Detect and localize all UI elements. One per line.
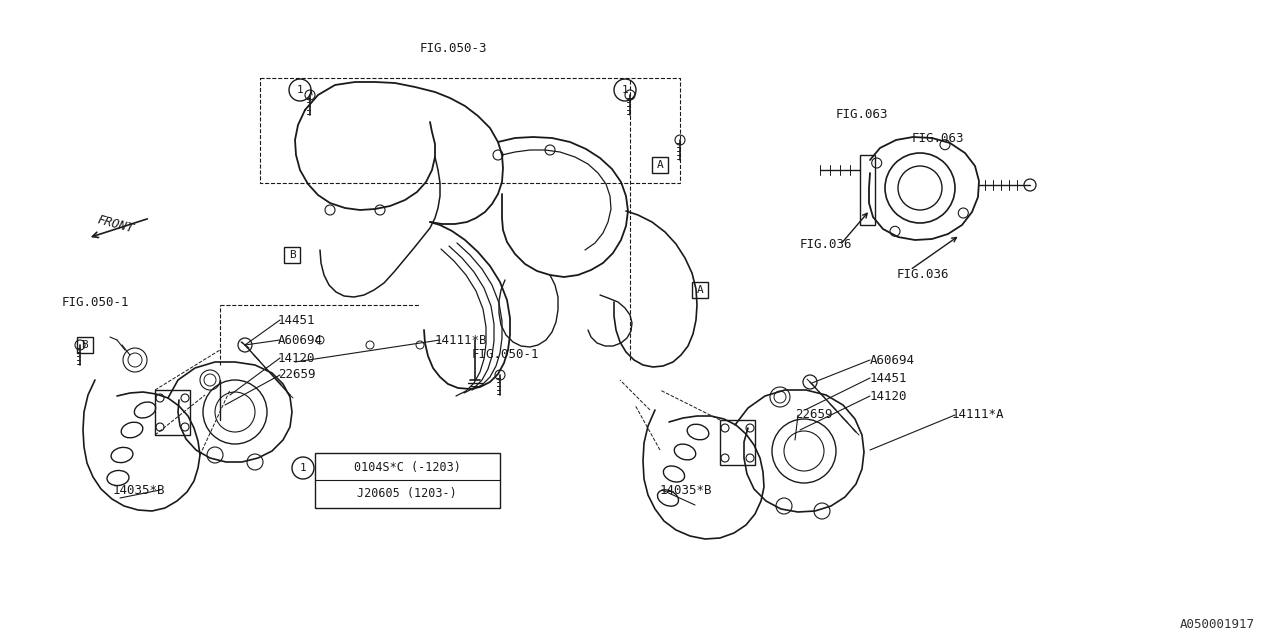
Text: 14111*B: 14111*B — [435, 333, 488, 346]
Text: FIG.036: FIG.036 — [897, 269, 950, 282]
Text: B: B — [82, 340, 88, 350]
Text: 1: 1 — [297, 85, 303, 95]
Text: A60694: A60694 — [870, 353, 915, 367]
Text: 22659: 22659 — [278, 369, 315, 381]
Bar — [860, 155, 876, 225]
Text: A60694: A60694 — [278, 333, 323, 346]
Bar — [77, 337, 93, 353]
Text: 1: 1 — [300, 463, 306, 473]
Text: A050001917: A050001917 — [1180, 618, 1254, 632]
Bar — [719, 420, 755, 465]
Text: A: A — [696, 285, 704, 295]
Text: 14035*B: 14035*B — [660, 483, 713, 497]
Text: FIG.050-1: FIG.050-1 — [61, 296, 129, 308]
Text: 14120: 14120 — [870, 390, 908, 403]
Bar — [652, 157, 668, 173]
Text: FIG.050-1: FIG.050-1 — [472, 349, 539, 362]
Text: 22659: 22659 — [795, 408, 832, 422]
Text: 14451: 14451 — [870, 371, 908, 385]
Bar — [260, 78, 680, 183]
Text: 14035*B: 14035*B — [113, 483, 165, 497]
Text: FIG.050-3: FIG.050-3 — [420, 42, 488, 54]
Text: 14451: 14451 — [278, 314, 315, 326]
Text: 1: 1 — [622, 85, 628, 95]
Text: A: A — [657, 160, 663, 170]
Text: 14120: 14120 — [278, 351, 315, 365]
Text: 0104S*C (-1203): 0104S*C (-1203) — [353, 461, 461, 474]
Text: FIG.063: FIG.063 — [836, 109, 888, 122]
Text: FIG.063: FIG.063 — [911, 131, 965, 145]
Bar — [155, 390, 189, 435]
Bar — [315, 453, 500, 508]
Text: J20605 (1203-): J20605 (1203-) — [357, 486, 457, 499]
Text: 14111*A: 14111*A — [952, 408, 1005, 422]
Text: FRONT: FRONT — [95, 213, 134, 235]
Bar — [692, 282, 708, 298]
Bar — [284, 247, 300, 263]
Text: B: B — [288, 250, 296, 260]
Text: FIG.036: FIG.036 — [800, 239, 852, 252]
